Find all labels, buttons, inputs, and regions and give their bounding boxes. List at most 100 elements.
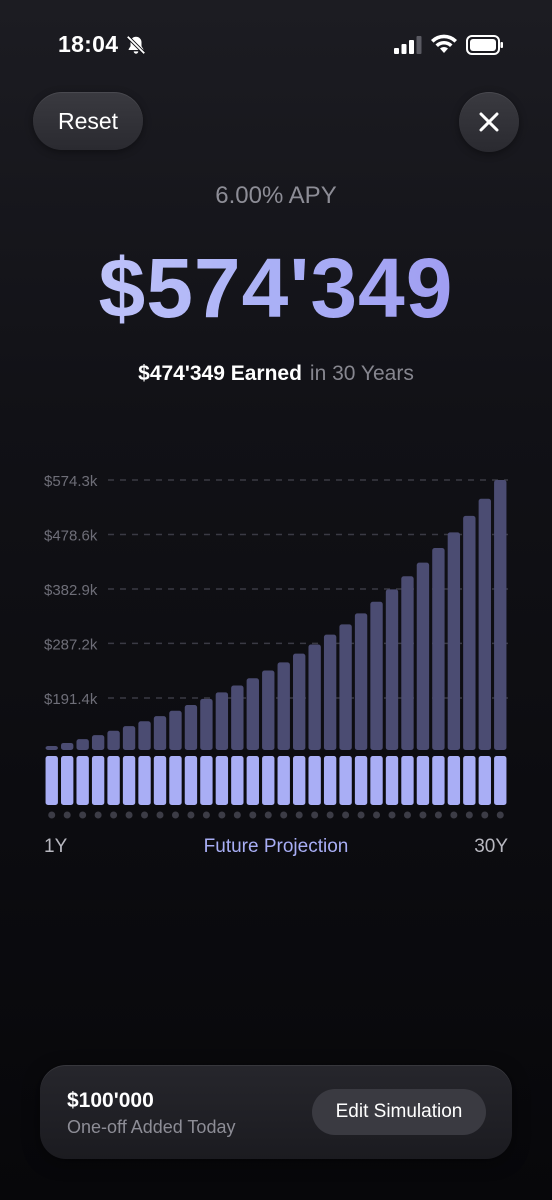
year-dot xyxy=(295,811,303,819)
year-dot xyxy=(233,811,241,819)
x-end-label: 30Y xyxy=(474,836,508,857)
year-dot xyxy=(48,811,56,819)
y-tick-label: $478.6k xyxy=(44,527,98,544)
status-bar: 18:04 xyxy=(0,0,552,92)
earned-bar xyxy=(478,498,491,750)
principal-bar xyxy=(339,756,352,805)
earned-bar xyxy=(246,678,259,750)
year-dot xyxy=(156,811,164,819)
earned-bar xyxy=(153,716,167,750)
principal-bar xyxy=(45,756,58,805)
earned-bar xyxy=(323,634,337,750)
year-dot xyxy=(326,811,334,819)
year-dot xyxy=(311,811,319,819)
earned-bar xyxy=(494,480,507,750)
principal-bar xyxy=(200,756,213,805)
earned-bar xyxy=(447,532,461,750)
y-tick-label: $287.2k xyxy=(44,636,98,653)
principal-bar xyxy=(293,756,306,805)
simulation-card: $100'000 One-off Added Today Edit Simula… xyxy=(40,1065,512,1159)
principal-bar xyxy=(370,756,383,805)
chart-x-labels: 1Y Future Projection 30Y xyxy=(0,830,552,862)
projection-chart[interactable]: $574.3k $478.6k $382.9k $287.2k $191.4k xyxy=(0,460,552,820)
earned-bar xyxy=(200,698,213,750)
wifi-icon xyxy=(431,34,457,53)
year-dot xyxy=(434,811,442,819)
projection-chart-svg: $574.3k $478.6k $382.9k $287.2k $191.4k xyxy=(44,473,508,819)
earned-bar xyxy=(401,576,414,750)
year-dot xyxy=(403,811,411,819)
earned-bar xyxy=(463,515,476,750)
year-dot xyxy=(342,811,350,819)
principal-bar xyxy=(354,756,368,805)
year-dot xyxy=(373,811,381,819)
year-dot xyxy=(94,811,102,819)
year-dot xyxy=(481,811,489,819)
year-dot xyxy=(388,811,396,819)
principal-bar xyxy=(262,756,275,805)
principal-bar xyxy=(61,756,74,805)
principal-bar xyxy=(478,756,491,805)
principal-bar xyxy=(401,756,414,805)
earned-summary: $474'349 Earned in 30 Years xyxy=(0,362,552,386)
principal-bar xyxy=(323,756,337,805)
principal-bar xyxy=(246,756,259,805)
bell-slash-icon xyxy=(126,35,146,55)
year-dot xyxy=(280,811,288,819)
principal-bar xyxy=(107,756,120,805)
principal-bar xyxy=(91,756,105,805)
edit-simulation-button[interactable]: Edit Simulation xyxy=(312,1089,486,1135)
principal-bar xyxy=(138,756,151,805)
principal-bar xyxy=(169,756,182,805)
earned-bar xyxy=(169,710,182,750)
earned-bar xyxy=(432,547,445,750)
earned-bar xyxy=(293,653,306,750)
close-button[interactable] xyxy=(459,92,519,152)
earned-bar xyxy=(370,601,383,750)
principal-bar xyxy=(308,756,321,805)
reset-button[interactable]: Reset xyxy=(33,92,143,150)
year-dot xyxy=(249,811,257,819)
year-dot xyxy=(264,811,272,819)
principal-bar xyxy=(184,756,198,805)
year-dot xyxy=(63,811,71,819)
year-dot xyxy=(79,811,87,819)
year-dot xyxy=(110,811,118,819)
year-dot xyxy=(125,811,133,819)
year-dot xyxy=(496,811,504,819)
earned-bar xyxy=(231,685,244,750)
cellular-signal-icon xyxy=(394,36,422,54)
principal-bar xyxy=(76,756,89,805)
earned-bar xyxy=(385,589,399,750)
principal-bar xyxy=(231,756,244,805)
principal-bar xyxy=(416,756,430,805)
year-dot xyxy=(171,811,179,819)
earned-bar xyxy=(45,746,58,750)
year-dot xyxy=(202,811,210,819)
principal-bar xyxy=(447,756,461,805)
earned-bar xyxy=(122,726,136,750)
earned-bar xyxy=(416,562,430,750)
total-value: $574'349 xyxy=(0,240,552,337)
apy-label: 6.00% APY xyxy=(215,182,337,209)
earned-amount: $474'349 Earned xyxy=(138,362,302,385)
principal-bar xyxy=(385,756,399,805)
earned-bar xyxy=(308,644,321,750)
earned-bar xyxy=(215,692,229,750)
principal-bar xyxy=(494,756,507,805)
principal-bar xyxy=(432,756,445,805)
year-dot xyxy=(218,811,226,819)
status-time: 18:04 xyxy=(58,31,119,57)
earned-period: in 30 Years xyxy=(309,362,414,385)
future-projection-label: Future Projection xyxy=(203,836,349,857)
year-dot xyxy=(141,811,149,819)
x-start-label: 1Y xyxy=(44,836,68,857)
year-dot xyxy=(357,811,365,819)
earned-bar xyxy=(91,735,105,750)
battery-icon xyxy=(466,35,503,55)
y-tick-label: $574.3k xyxy=(44,473,98,490)
y-tick-label: $191.4k xyxy=(44,691,98,708)
principal-bar xyxy=(153,756,167,805)
year-dot xyxy=(187,811,195,819)
principal-bar xyxy=(277,756,290,805)
